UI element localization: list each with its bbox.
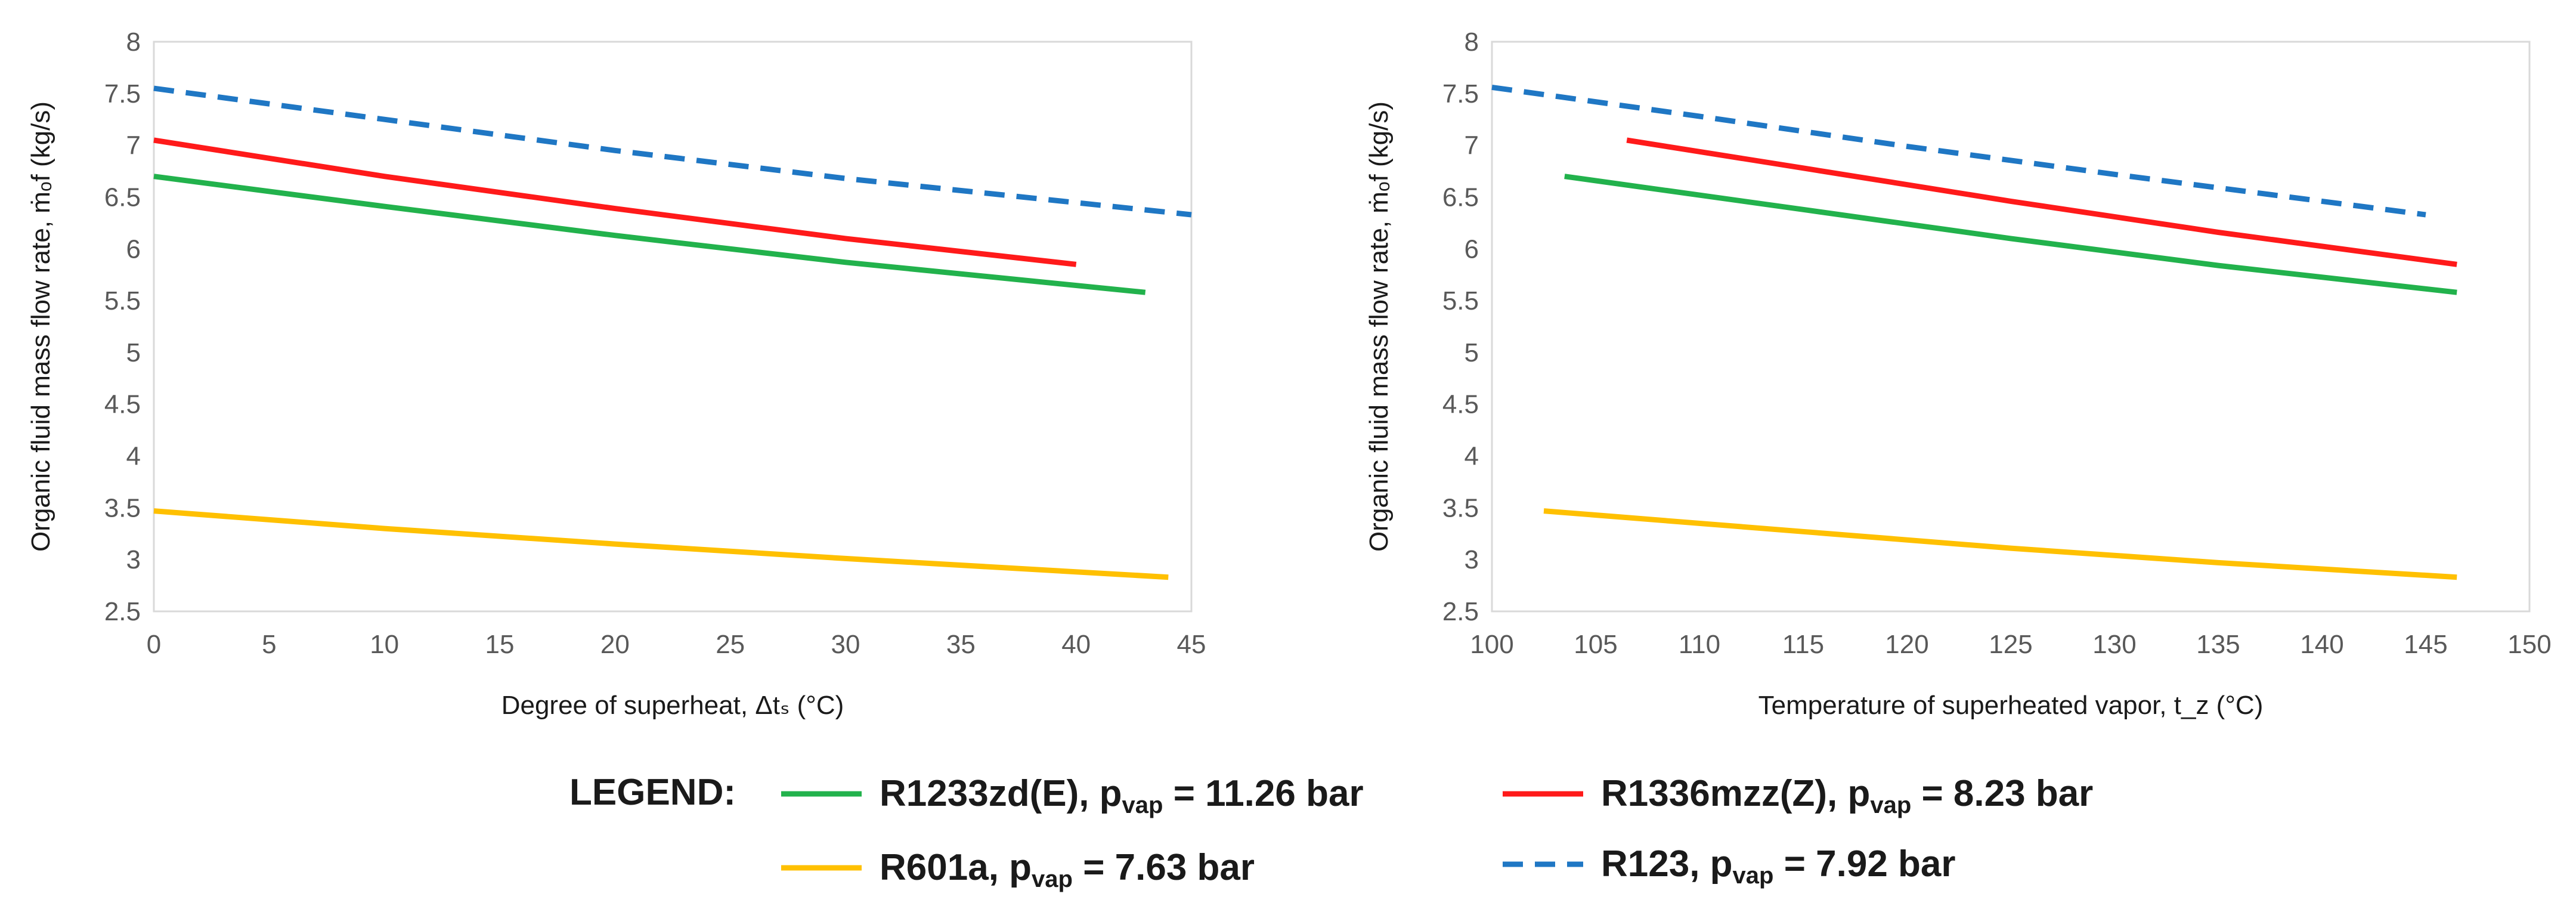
y-tick-label: 5.5	[1442, 286, 1479, 316]
chart-superheat-degree: 2.5 3 3.5 4 4.5 5 5.5 6 6.5 7 7.5 8 0 5 10 15 20 25 30 35 40…	[26, 27, 1206, 720]
y-tick-label: 7.5	[1442, 79, 1479, 109]
y-tick-label: 4	[1465, 442, 1479, 471]
legend-label-r1233zd: R1233zd(E), pvap = 11.26 bar	[880, 773, 1364, 818]
series-line-r1336mzz-z	[1626, 137, 2457, 267]
y-tick-label: 6	[1465, 234, 1479, 264]
legend-item-r123: R123, pvap = 7.92 bar	[1503, 843, 1956, 889]
x-tick-label: 150	[2507, 630, 2551, 659]
series-line-r1233zd-e	[153, 174, 1146, 295]
y-tick-label: 8	[126, 27, 141, 57]
y-tick-label: 3	[126, 545, 141, 574]
legend-item-r1336mzz: R1336mzz(Z), pvap = 8.23 bar	[1503, 773, 2093, 818]
series-line-r123	[153, 85, 1192, 218]
y-axis-title: Organic fluid mass flow rate, ṁₒf (kg/s)	[26, 101, 55, 552]
x-tick-label: 100	[1470, 630, 1513, 659]
x-tick-label: 0	[147, 630, 161, 659]
chart-superheated-temperature: 2.5 3 3.5 4 4.5 5 5.5 6 6.5 7 7.5 8 100 105 110 115 120 1…	[1364, 27, 2552, 720]
x-tick-label: 125	[1989, 630, 2032, 659]
y-tick-label: 4.5	[104, 390, 141, 419]
legend: LEGEND: R1233zd(E), pvap = 11.26 bar R13…	[569, 772, 2093, 892]
series-line-r601a	[153, 508, 1169, 580]
legend-item-r601a: R601a, pvap = 7.63 bar	[781, 847, 1255, 892]
x-tick-label: 20	[600, 630, 630, 659]
y-tick-label: 5.5	[104, 286, 141, 316]
x-tick-label: 40	[1061, 630, 1091, 659]
series-line-r1233zd-e	[1564, 174, 2457, 295]
legend-label-r1336mzz: R1336mzz(Z), pvap = 8.23 bar	[1601, 773, 2093, 818]
x-axis-title: Degree of superheat, Δtₛ (°C)	[501, 691, 844, 720]
y-tick-label: 5	[1465, 338, 1479, 367]
plot-area	[153, 41, 1193, 613]
x-tick-label: 45	[1177, 630, 1206, 659]
series-line-r1336mzz-z	[153, 137, 1077, 267]
y-tick-label: 7	[1465, 131, 1479, 160]
x-tick-label: 5	[262, 630, 276, 659]
x-tick-label: 15	[485, 630, 515, 659]
x-tick-label: 10	[370, 630, 399, 659]
y-tick-label: 6.5	[104, 183, 141, 212]
y-tick-label: 3.5	[104, 493, 141, 522]
legend-label-r123: R123, pvap = 7.92 bar	[1601, 843, 1956, 889]
x-tick-label: 105	[1574, 630, 1617, 659]
x-tick-label: 145	[2404, 630, 2447, 659]
legend-item-r1233zd: R1233zd(E), pvap = 11.26 bar	[781, 773, 1364, 818]
y-tick-label: 4.5	[1442, 390, 1479, 419]
x-tick-label: 130	[2092, 630, 2136, 659]
y-tick-label: 7	[126, 131, 141, 160]
y-tick-label: 2.5	[104, 597, 141, 626]
x-tick-label: 30	[831, 630, 860, 659]
y-tick-label: 3.5	[1442, 493, 1479, 522]
x-tick-label: 140	[2300, 630, 2343, 659]
series-line-r123	[1491, 84, 2426, 218]
x-tick-label: 135	[2196, 630, 2240, 659]
y-tick-label: 3	[1465, 545, 1479, 574]
y-axis-title: Organic fluid mass flow rate, ṁₒf (kg/s)	[1364, 101, 1394, 552]
legend-label-r601a: R601a, pvap = 7.63 bar	[880, 847, 1255, 892]
y-tick-label: 6	[126, 234, 141, 264]
x-tick-label: 110	[1679, 630, 1720, 659]
x-axis-title: Temperature of superheated vapor, t_z (°…	[1758, 691, 2264, 720]
series-line-r601a	[1543, 508, 2457, 580]
y-tick-label: 7.5	[104, 79, 141, 109]
legend-heading: LEGEND:	[569, 772, 736, 813]
x-tick-label: 25	[716, 630, 745, 659]
y-tick-label: 6.5	[1442, 183, 1479, 212]
x-tick-label: 115	[1782, 630, 1824, 659]
y-tick-label: 2.5	[1442, 597, 1479, 626]
x-tick-label: 120	[1885, 630, 1928, 659]
y-tick-label: 8	[1465, 27, 1479, 57]
y-tick-label: 4	[126, 442, 141, 471]
plot-area	[1491, 41, 2531, 613]
x-tick-label: 35	[946, 630, 976, 659]
y-tick-label: 5	[126, 338, 141, 367]
